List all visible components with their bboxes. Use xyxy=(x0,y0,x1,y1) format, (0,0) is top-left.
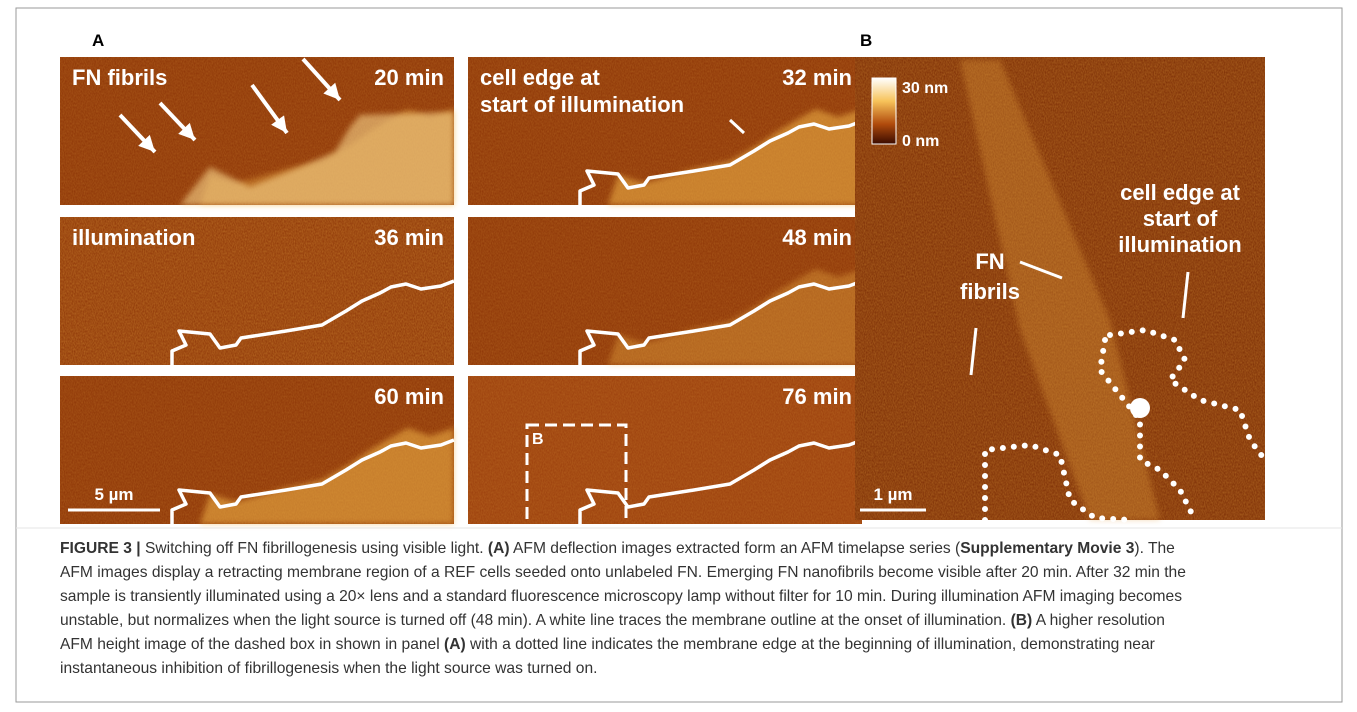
afm-tile: 76 min B xyxy=(468,376,862,526)
time-label: 36 min xyxy=(374,225,444,250)
caption-text: AFM images display a retracting membrane… xyxy=(60,564,1186,581)
tile-label: illumination xyxy=(72,225,195,250)
caption-text: AFM deflection images extracted form an … xyxy=(510,540,961,557)
annotation: FN xyxy=(975,249,1004,274)
annotation: start of xyxy=(1143,206,1218,231)
afm-tile: 60 min 5 µm xyxy=(60,376,454,524)
scale-label: 1 µm xyxy=(873,485,912,504)
caption: FIGURE 3 | Switching off FN fibrillogene… xyxy=(60,537,1340,681)
colorbar xyxy=(872,78,896,144)
afm-tile: illumination 36 min xyxy=(60,217,454,365)
caption-text: sample is transiently illuminated using … xyxy=(60,588,1182,605)
caption-bold: (B) xyxy=(1011,612,1033,629)
caption-line: AFM images display a retracting membrane… xyxy=(60,561,1340,585)
caption-text: Switching off FN fibrillogenesis using v… xyxy=(141,540,488,557)
tile-label: FN fibrils xyxy=(72,65,167,90)
time-label: 60 min xyxy=(374,384,444,409)
caption-line: AFM height image of the dashed box in sh… xyxy=(60,633,1340,657)
caption-text: with a dotted line indicates the membran… xyxy=(466,636,1155,653)
caption-bold: FIGURE 3 | xyxy=(60,540,141,557)
time-label: 20 min xyxy=(374,65,444,90)
colorbar-min: 0 nm xyxy=(902,133,939,150)
time-label: 32 min xyxy=(782,65,852,90)
colorbar-max: 30 nm xyxy=(902,80,948,97)
time-label: 76 min xyxy=(782,384,852,409)
annotation: cell edge at xyxy=(1120,180,1241,205)
caption-line: sample is transiently illuminated using … xyxy=(60,585,1340,609)
caption-text: instantaneous inhibition of fibrillogene… xyxy=(60,660,597,677)
caption-bold: (A) xyxy=(488,540,510,557)
panel-label: A xyxy=(92,31,104,50)
caption-text: AFM height image of the dashed box in sh… xyxy=(60,636,444,653)
page: A B FN fibrils20 mincell edge atstart of… xyxy=(0,0,1357,712)
caption-bold: (A) xyxy=(444,636,466,653)
caption-bold: Supplementary Movie 3 xyxy=(960,540,1134,557)
time-label: 48 min xyxy=(782,225,852,250)
caption-line: FIGURE 3 | Switching off FN fibrillogene… xyxy=(60,537,1340,561)
tile-label: cell edge at xyxy=(480,65,601,90)
annotation: fibrils xyxy=(960,279,1020,304)
caption-line: instantaneous inhibition of fibrillogene… xyxy=(60,657,1340,681)
caption-text: ). The xyxy=(1134,540,1174,557)
scale-label: 5 µm xyxy=(94,485,133,504)
caption-text: A higher resolution xyxy=(1032,612,1165,629)
tile-label: start of illumination xyxy=(480,92,684,117)
panel-label: B xyxy=(860,31,872,50)
annotation: illumination xyxy=(1118,232,1241,257)
afm-tile: FN fibrils 20 min xyxy=(60,57,454,205)
caption-line: unstable, but normalizes when the light … xyxy=(60,609,1340,633)
box-label: B xyxy=(532,431,544,448)
afm-tile: 48 min xyxy=(468,217,862,365)
caption-text: unstable, but normalizes when the light … xyxy=(60,612,1011,629)
